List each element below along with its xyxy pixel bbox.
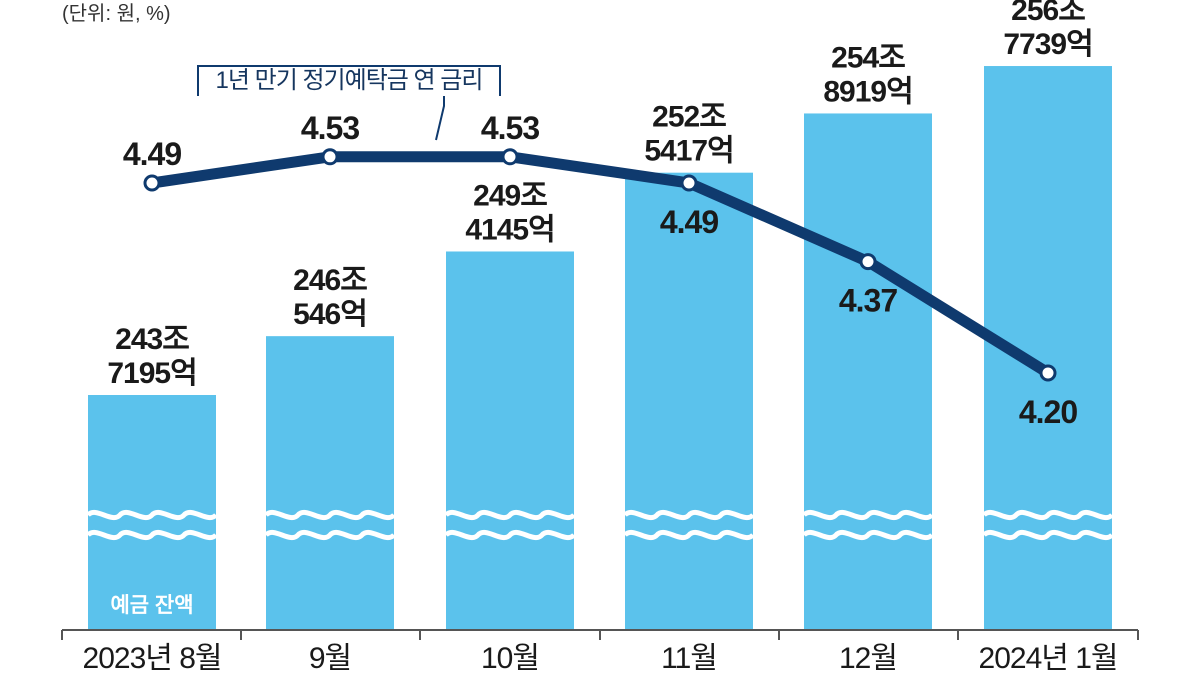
x-tick-label: 2023년 8월 bbox=[83, 642, 222, 675]
bar bbox=[804, 113, 932, 631]
axis-break-wave bbox=[86, 509, 218, 521]
bar-label-trillion: 243조 bbox=[115, 323, 189, 356]
bar-label-hundred-million: 7739억 bbox=[1003, 28, 1092, 61]
axis-break-wave bbox=[444, 509, 576, 521]
rate-line bbox=[146, 151, 1054, 379]
bar-label-trillion: 246조 bbox=[293, 264, 367, 297]
rate-marker bbox=[680, 174, 698, 192]
bar bbox=[266, 336, 394, 630]
rate-label: 4.53 bbox=[301, 110, 359, 146]
bar bbox=[625, 172, 753, 631]
rate-label: 4.49 bbox=[123, 136, 181, 172]
axis-break-wave bbox=[802, 509, 934, 521]
rate-label: 4.53 bbox=[481, 110, 539, 146]
line-series-name: 1년 만기 정기예탁금 연 금리 bbox=[216, 67, 483, 94]
line-series-callout: 1년 만기 정기예탁금 연 금리 bbox=[197, 65, 501, 141]
axis-break-waves bbox=[86, 509, 1114, 541]
bar-series bbox=[88, 66, 1112, 631]
bar-label-hundred-million: 546억 bbox=[293, 298, 367, 331]
rate-marker bbox=[501, 148, 519, 166]
rate-data-labels: 4.49 4.53 4.53 4.49 4.37 4.20 bbox=[123, 110, 1078, 430]
x-axis-ticks bbox=[61, 630, 1139, 640]
x-tick-label: 12월 bbox=[839, 642, 897, 675]
x-tick-label: 9월 bbox=[309, 642, 351, 675]
axis-break-wave bbox=[623, 509, 755, 521]
axis-break-wave bbox=[623, 529, 755, 541]
rate-marker bbox=[321, 148, 339, 166]
x-tick-label: 10월 bbox=[481, 642, 539, 675]
bar-label-trillion: 254조 bbox=[831, 41, 905, 74]
rate-marker bbox=[859, 253, 877, 271]
bar-label-hundred-million: 8919억 bbox=[823, 75, 912, 108]
axis-break-wave bbox=[444, 529, 576, 541]
rate-markers bbox=[143, 148, 1057, 382]
bar-label-hundred-million: 4145억 bbox=[465, 213, 554, 246]
rate-label: 4.37 bbox=[839, 283, 897, 319]
rate-marker bbox=[143, 174, 161, 192]
bar-label-hundred-million: 7195억 bbox=[107, 357, 196, 390]
axis-break-wave bbox=[264, 509, 396, 521]
rate-label: 4.49 bbox=[660, 204, 718, 240]
axis-break-wave bbox=[982, 529, 1114, 541]
axis-break-wave bbox=[982, 509, 1114, 521]
rate-marker bbox=[1039, 364, 1057, 382]
bar-label-trillion: 249조 bbox=[473, 179, 547, 212]
rate-label: 4.20 bbox=[1019, 394, 1077, 430]
bar-label-trillion: 256조 bbox=[1011, 0, 1085, 27]
x-tick-label: 11월 bbox=[661, 642, 717, 675]
bar bbox=[446, 251, 574, 630]
bar-series-name: 예금 잔액 bbox=[110, 594, 193, 617]
axis-break-wave bbox=[264, 529, 396, 541]
callout-bracket bbox=[197, 65, 501, 141]
x-axis-tick-labels: 2023년 8월 9월 10월 11월 12월 2024년 1월 bbox=[83, 642, 1119, 675]
axis-break-wave bbox=[802, 529, 934, 541]
bar-label-trillion: 252조 bbox=[652, 101, 726, 134]
x-tick-label: 2024년 1월 bbox=[979, 642, 1118, 675]
axis-break-wave bbox=[86, 529, 218, 541]
bar-label-hundred-million: 5417억 bbox=[644, 135, 733, 168]
unit-note: (단위: 원, %) bbox=[62, 2, 171, 25]
